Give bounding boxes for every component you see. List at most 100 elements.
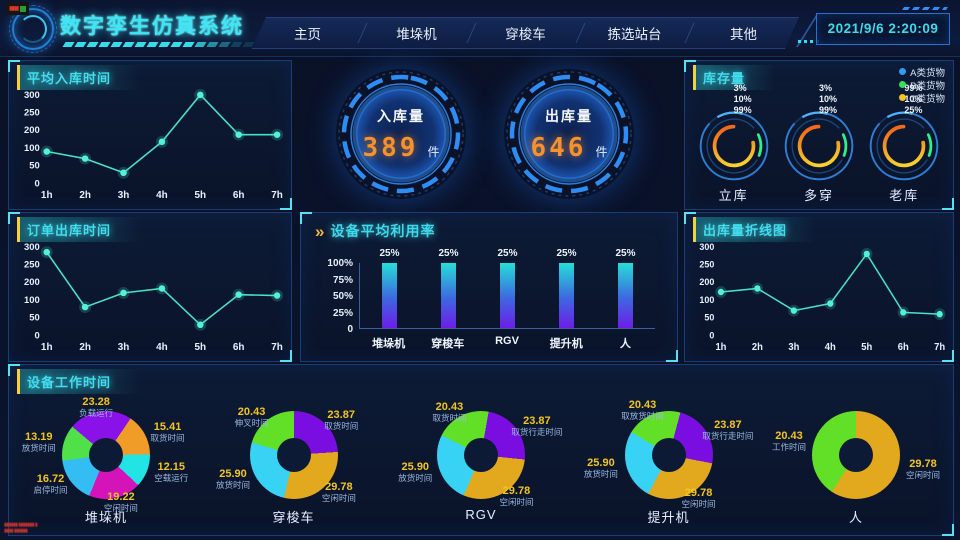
main-nav: 主页 堆垛机 穿梭车 拣选站台 其他 — [252, 17, 799, 49]
y-tick-label: 25% — [332, 307, 353, 319]
watermark-chip-dot — [20, 5, 27, 12]
bar-category-label: 穿梭车 — [431, 338, 465, 350]
y-tick-label: 0 — [35, 178, 40, 188]
order-outbound-line-chart: 300 250 200 100 50 0 1h 2h 3h 4h 5h 6h 7h — [11, 239, 289, 359]
legend-dot — [898, 94, 906, 101]
donut-name: 穿梭车 — [272, 510, 315, 525]
y-tick-label: 100% — [327, 258, 353, 269]
watermark-chip: ▮▮▮▮ — [6, 2, 30, 15]
panel-avg-inbound-time: 平均入库时间 300 250 200 100 50 0 1h 2h 3h 4h 5h 6h 7h — [8, 60, 292, 210]
donut — [624, 411, 713, 499]
ring-gauge-value: 10% — [733, 94, 752, 104]
slice-name: 空闲时间 — [499, 497, 534, 508]
slice-value: 16.72 — [36, 473, 65, 486]
slice-value: 25.90 — [587, 456, 615, 469]
panel-title: 订单出库时间 — [17, 216, 142, 242]
ring-gauge-svg — [784, 111, 854, 181]
watermark-text: ▮▮▮▮▮▮ ▮▮▮▮▮▮▮ ▮ ▮▮▮▮ ▮▮▮▮▮▮ — [4, 522, 38, 534]
data-point — [81, 303, 89, 311]
x-tick-label: 7h — [271, 342, 283, 353]
y-tick-label: 100 — [24, 295, 40, 305]
slice-name: 空闲时间 — [906, 469, 941, 480]
y-tick-label: 250 — [24, 108, 40, 118]
slice-label: 23.87 取货时间 — [324, 409, 358, 431]
y-tick-label: 100 — [699, 295, 714, 305]
work-time-donuts: 23.28 负载运行 15.41 取货时间 12.15 空载运行 19.22 空闲时间 16.7… — [9, 391, 953, 535]
slice-value: 25.90 — [401, 460, 430, 473]
y-tick-label: 75% — [332, 274, 353, 286]
legend-item: A类货物 — [899, 65, 945, 79]
y-tick-label: 50 — [29, 161, 39, 171]
slice-label: 25.90 放货时间 — [398, 461, 432, 483]
y-tick-label: 50% — [332, 291, 353, 302]
panel-equipment-utilization: » 设备平均利用率 100% 75% 50% 25% 0 25% 25% 25% 25% 25% 堆… — [300, 212, 678, 362]
x-tick-label: 6h — [233, 190, 245, 201]
nav-item-shuttle-car[interactable]: 穿梭车 — [471, 18, 580, 48]
ring-gauge-value: 99% — [733, 105, 752, 115]
y-tick-label: 250 — [699, 259, 714, 269]
bar — [441, 263, 456, 328]
inbound-kpi-gauge: 入库量 389 件 — [336, 69, 466, 199]
kpi-unit: 件 — [427, 144, 440, 159]
y-tick-label: 300 — [24, 90, 40, 100]
watermark-line: ▮▮▮▮ ▮▮▮▮▮▮ — [4, 528, 28, 534]
kpi-text: 出库量 646 件 — [504, 69, 634, 199]
x-tick-label: 7h — [271, 190, 283, 201]
x-tick-label: 1h — [41, 342, 53, 353]
data-point — [273, 131, 281, 138]
slice-label: 23.87 取货行走时间 — [702, 419, 753, 441]
outbound-line-chart: 300 250 200 100 50 0 1h 2h 3h 4h 5h 6h 7h — [687, 239, 951, 359]
slice-label: 15.41 取货时间 — [151, 421, 185, 443]
data-point — [197, 321, 204, 329]
nav-item-picking-station[interactable]: 拣选站台 — [580, 18, 689, 48]
slice-value: 23.87 — [714, 418, 742, 431]
double-chevron-icon: » — [315, 221, 325, 241]
nav-item-other[interactable]: 其他 — [689, 18, 798, 48]
slice-label: 16.72 启停时间 — [34, 473, 68, 495]
donut — [249, 411, 338, 499]
slice-value: 20.43 — [435, 401, 464, 414]
donut-name: 提升机 — [647, 510, 690, 525]
data-point — [43, 148, 51, 155]
slice-label: 25.90 放货时间 — [216, 468, 250, 490]
ring-gauge-name: 多穿 — [803, 188, 834, 203]
ring-gauge-values: 99% 10% 25% — [904, 83, 922, 116]
data-point — [900, 309, 907, 316]
donut-name: RGV — [465, 507, 497, 522]
kpi-unit: 件 — [595, 144, 608, 159]
data-point — [754, 285, 761, 292]
bar-category-label: 人 — [619, 338, 631, 350]
donut-chart: 29.78 空闲时间 20.43 工作时间人 — [767, 391, 945, 533]
ring-gauge-value: 10% — [818, 94, 837, 104]
outbound-kpi-gauge: 出库量 646 件 — [504, 69, 634, 199]
panel-title-row: 平均入库时间 — [17, 64, 283, 90]
app-logo-icon — [9, 5, 57, 53]
legend-label: A类货物 — [910, 67, 945, 79]
slice-value: 29.78 — [909, 457, 937, 470]
bar-value-label: 25% — [556, 248, 577, 259]
nav-item-home[interactable]: 主页 — [294, 27, 321, 42]
x-tick-label: 7h — [934, 342, 945, 353]
title-decoration — [62, 42, 255, 47]
app-title: 数字孪生仿真系统 — [60, 15, 244, 38]
nav-item-stacker-crane[interactable]: 堆垛机 — [362, 18, 471, 48]
bar-value-label: 25% — [615, 248, 636, 259]
legend-dot — [899, 81, 907, 88]
slice-name: 启停时间 — [33, 485, 68, 496]
y-tick-label: 200 — [24, 277, 40, 287]
donut — [437, 411, 525, 499]
ring-gauge-value: 3% — [818, 83, 832, 93]
legend-dot — [899, 68, 907, 75]
slice-value: 15.41 — [153, 421, 182, 434]
x-tick-label: 3h — [118, 190, 130, 201]
slice-label: 13.19 放货时间 — [22, 431, 56, 453]
ring-gauge-name: 立库 — [718, 188, 749, 203]
slice-name: 工作时间 — [771, 442, 806, 453]
slice-name: 空载运行 — [154, 473, 189, 484]
line-chart-svg: 300 250 200 100 50 01h 2h 3h 4h 5h 6h 7h — [24, 88, 284, 201]
slice-value: 13.19 — [25, 430, 53, 443]
y-tick-label: 50 — [29, 313, 39, 323]
x-tick-label: 5h — [861, 342, 872, 353]
kpi-label: 出库量 — [545, 107, 593, 124]
data-point — [43, 248, 51, 256]
